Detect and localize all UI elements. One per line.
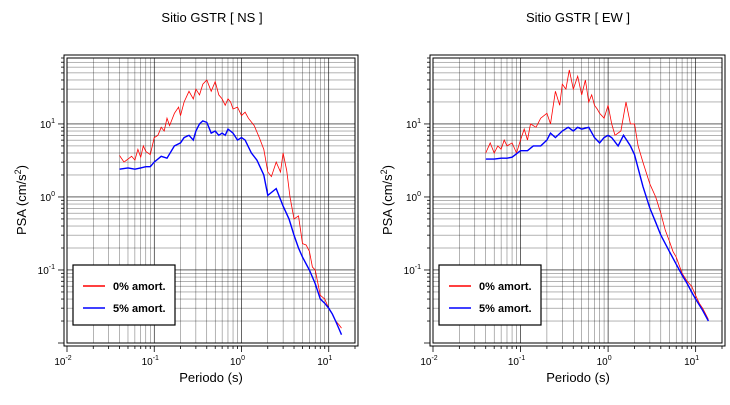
plot-frame: [66, 57, 356, 344]
series-line-blue: [485, 126, 710, 322]
chart-title: Sitio GSTR [ EW ]: [526, 10, 630, 25]
chart-title: Sitio GSTR [ NS ]: [161, 10, 262, 25]
x-tick-label: 10-1: [508, 355, 525, 368]
legend-box: [438, 264, 542, 326]
legend: 0% amort. 5% amort.: [72, 264, 176, 326]
y-tick-label: 10-1: [404, 264, 421, 277]
chart-panel: 10-2 10-1 100 101 10-1 100 101 Sitio GSTR [ NS …: [13, 10, 359, 385]
plot-frame: [432, 57, 723, 344]
y-tick-label: 101: [406, 118, 421, 131]
x-tick-label: 10-2: [420, 355, 437, 368]
axis-ticks: [58, 57, 356, 352]
y-axis-label: PSA (cm/s2): [13, 165, 29, 235]
legend-label: 0% amort.: [113, 281, 166, 293]
chart-panel: 10-2 10-1 100 101 10-1 100 101 Sitio GSTR [ EW …: [379, 10, 726, 385]
grid: [66, 57, 356, 344]
series-line-red: [119, 79, 342, 329]
x-tick-label: 10-2: [54, 355, 71, 368]
y-tick-label: 101: [40, 118, 55, 131]
x-axis-label: Periodo (s): [546, 370, 610, 385]
x-tick-label: 100: [230, 355, 245, 368]
y-tick-label: 10-1: [38, 264, 55, 277]
x-axis-label: Periodo (s): [179, 370, 243, 385]
y-tick-label: 100: [406, 191, 421, 204]
legend-box: [72, 264, 176, 326]
series-line-red: [485, 69, 709, 320]
x-tick-label: 10-1: [142, 355, 159, 368]
y-axis-label: PSA (cm/s2): [379, 165, 395, 235]
legend-label: 5% amort.: [479, 303, 532, 315]
x-tick-label: 101: [684, 355, 699, 368]
y-tick-label: 100: [40, 191, 55, 204]
legend-label: 5% amort.: [113, 303, 166, 315]
legend-label: 0% amort.: [479, 281, 532, 293]
axis-ticks: [424, 57, 723, 352]
legend: 0% amort. 5% amort.: [438, 264, 542, 326]
x-tick-label: 101: [317, 355, 332, 368]
series-line-blue: [119, 120, 343, 335]
x-tick-label: 100: [597, 355, 612, 368]
